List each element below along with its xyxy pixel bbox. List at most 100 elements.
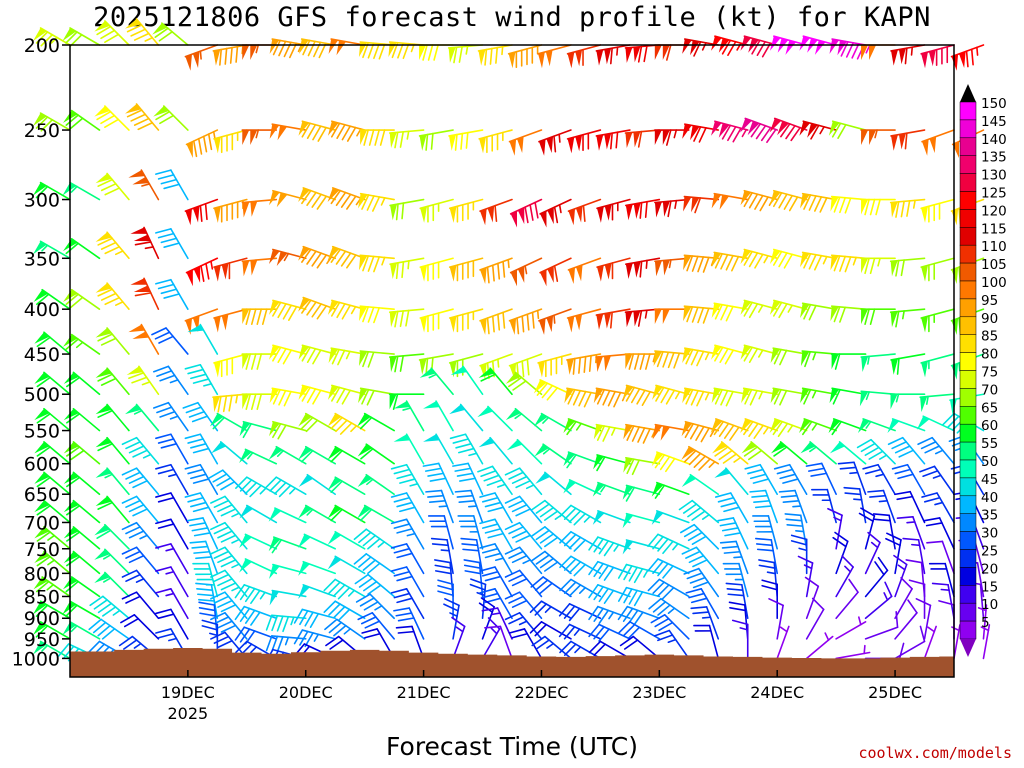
barb-feather bbox=[97, 178, 114, 187]
barb-feather bbox=[831, 122, 842, 138]
barb-feather bbox=[874, 561, 885, 576]
wind-barb bbox=[891, 463, 926, 496]
barb-shaft bbox=[625, 198, 661, 207]
barb-feather bbox=[197, 137, 203, 155]
barb-feather bbox=[97, 237, 114, 246]
barb-pennant bbox=[597, 265, 604, 282]
barb-feather bbox=[759, 196, 769, 212]
barb-feather bbox=[625, 386, 636, 402]
barb-feather bbox=[563, 626, 576, 640]
wind-barb bbox=[125, 103, 160, 131]
barb-half-feather bbox=[613, 543, 620, 552]
wind-barb bbox=[504, 495, 543, 524]
barb-feather bbox=[779, 473, 796, 480]
barb-feather bbox=[732, 127, 742, 143]
wind-barb bbox=[504, 546, 543, 575]
colorbar-label: 150 bbox=[981, 96, 1007, 112]
barb-pennant bbox=[242, 260, 250, 277]
barb-feather bbox=[452, 462, 469, 467]
wind-barb bbox=[213, 257, 248, 282]
wind-barb bbox=[418, 129, 454, 151]
barb-half-feather bbox=[141, 381, 151, 386]
barb-feather bbox=[100, 241, 117, 250]
barb-feather bbox=[814, 254, 823, 271]
wind-barb bbox=[917, 436, 955, 465]
barb-pennant bbox=[740, 300, 752, 315]
barb-feather bbox=[66, 555, 81, 567]
wind-barb bbox=[864, 531, 881, 575]
barb-feather bbox=[331, 122, 341, 138]
barb-feather bbox=[367, 306, 375, 323]
barb-half-feather bbox=[616, 46, 619, 56]
barb-feather bbox=[239, 585, 251, 601]
barb-shaft bbox=[683, 195, 720, 201]
barb-feather bbox=[897, 473, 914, 480]
wind-barb bbox=[121, 569, 160, 598]
barb-pennant bbox=[625, 311, 633, 328]
barb-feather bbox=[619, 635, 635, 647]
barb-shaft bbox=[359, 254, 395, 260]
wind-barb bbox=[887, 436, 926, 465]
barb-pennant bbox=[298, 505, 312, 519]
barb-shaft bbox=[538, 129, 572, 143]
barb-feather bbox=[210, 521, 226, 531]
y-tick-label: 1000 bbox=[12, 648, 60, 670]
barb-pennant bbox=[299, 39, 309, 54]
barb-shaft bbox=[516, 438, 543, 465]
barb-pennant bbox=[921, 316, 928, 333]
wind-barb bbox=[94, 571, 130, 598]
barb-feather bbox=[685, 550, 701, 559]
barb-feather bbox=[399, 478, 416, 484]
barb-feather bbox=[610, 311, 613, 329]
barb-feather bbox=[155, 228, 172, 234]
barb-feather bbox=[778, 252, 788, 268]
barb-feather bbox=[104, 33, 120, 43]
barb-pennant bbox=[34, 372, 50, 384]
barb-pennant bbox=[185, 318, 192, 335]
barb-shaft bbox=[43, 441, 71, 465]
wind-barb bbox=[504, 591, 543, 620]
barb-half-feather bbox=[857, 616, 862, 626]
barb-feather bbox=[578, 390, 587, 407]
barb-feather bbox=[588, 605, 599, 621]
barb-pennant bbox=[213, 361, 221, 378]
wind-barb bbox=[393, 607, 425, 640]
barb-shaft bbox=[776, 604, 784, 640]
barb-feather bbox=[535, 639, 550, 650]
barb-feather bbox=[484, 501, 502, 508]
barb-pennant bbox=[517, 266, 525, 283]
barb-half-feather bbox=[879, 454, 888, 460]
barb-pennant bbox=[682, 124, 692, 139]
wind-barb bbox=[155, 518, 189, 550]
wind-barb bbox=[94, 548, 130, 575]
barb-feather bbox=[773, 348, 782, 365]
barb-feather bbox=[544, 510, 559, 521]
wind-barb bbox=[725, 582, 749, 620]
wind-barb bbox=[213, 129, 248, 154]
barb-feather bbox=[778, 489, 796, 493]
barb-feather bbox=[686, 572, 703, 580]
wind-barb bbox=[799, 418, 837, 436]
barb-feather bbox=[359, 597, 375, 607]
barb-pennant bbox=[95, 468, 112, 478]
wind-barb bbox=[33, 240, 71, 260]
barb-feather bbox=[648, 597, 662, 610]
barb-pennant bbox=[799, 418, 811, 434]
barb-feather bbox=[331, 348, 340, 365]
barb-half-feather bbox=[47, 559, 56, 566]
barb-feather bbox=[535, 503, 550, 514]
barb-feather bbox=[679, 523, 696, 534]
barb-shaft bbox=[864, 626, 899, 640]
barb-feather bbox=[396, 473, 413, 480]
barb-feather bbox=[844, 197, 852, 214]
wind-barb bbox=[268, 507, 307, 524]
colorbar-top-arrow bbox=[960, 84, 976, 102]
barb-pennant bbox=[604, 263, 612, 280]
barb-pennant bbox=[209, 413, 224, 427]
wind-barb bbox=[749, 489, 779, 524]
barb-pennant bbox=[239, 558, 252, 573]
barb-feather bbox=[747, 468, 764, 475]
barb-half-feather bbox=[144, 36, 154, 42]
barb-half-feather bbox=[231, 512, 240, 518]
wind-barb bbox=[155, 278, 189, 310]
